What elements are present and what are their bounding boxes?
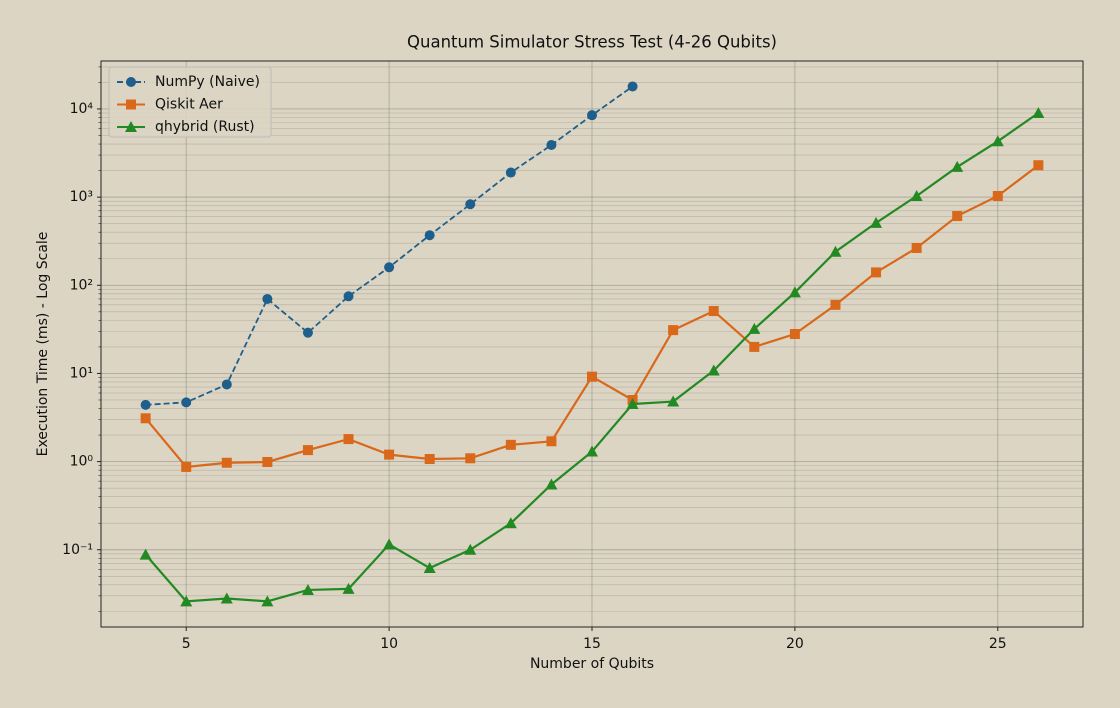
- marker: [384, 449, 395, 460]
- y-axis-label: Execution Time (ms) - Log Scale: [35, 232, 51, 457]
- y-tick-label: 10³: [70, 189, 93, 205]
- marker: [789, 329, 800, 340]
- marker: [505, 439, 516, 450]
- marker: [788, 286, 801, 298]
- marker: [667, 395, 680, 407]
- y-tick-label: 10⁰: [70, 454, 94, 470]
- marker: [952, 211, 963, 222]
- legend-marker: [125, 121, 137, 132]
- marker: [384, 262, 395, 273]
- x-tick-label: 25: [989, 636, 1007, 652]
- marker: [423, 562, 436, 574]
- marker: [261, 595, 274, 607]
- marker: [586, 445, 598, 457]
- y-tick-label: 10⁴: [70, 101, 94, 117]
- marker: [302, 445, 313, 456]
- marker: [221, 457, 232, 468]
- legend-marker: [126, 99, 136, 110]
- marker: [992, 190, 1003, 201]
- marker: [587, 371, 597, 382]
- marker: [424, 230, 435, 241]
- marker: [1033, 160, 1044, 171]
- marker: [343, 434, 354, 445]
- marker: [342, 582, 355, 594]
- marker: [911, 242, 922, 253]
- marker: [626, 398, 639, 410]
- marker: [383, 538, 396, 550]
- plot-frame: [100, 60, 1084, 628]
- y-tick-label: 10²: [70, 277, 93, 293]
- x-tick-label: 20: [786, 636, 804, 652]
- marker: [871, 267, 882, 278]
- marker: [302, 327, 313, 338]
- marker: [505, 167, 516, 178]
- marker: [668, 325, 679, 336]
- marker: [504, 517, 517, 529]
- marker: [465, 453, 476, 464]
- x-tick-label: 5: [182, 636, 191, 652]
- marker: [830, 299, 841, 310]
- marker: [140, 413, 151, 424]
- y-tick-label: 10⁻¹: [62, 542, 93, 558]
- marker: [220, 592, 233, 604]
- x-axis-label: Number of Qubits: [530, 656, 654, 672]
- marker: [181, 397, 192, 408]
- chart-title: Quantum Simulator Stress Test (4-26 Qubi…: [407, 33, 777, 52]
- marker: [1032, 106, 1045, 118]
- legend-marker: [126, 77, 136, 87]
- legend-label: qhybrid (Rust): [155, 119, 255, 135]
- marker: [545, 478, 558, 490]
- marker: [180, 595, 193, 607]
- marker: [546, 436, 557, 447]
- marker: [627, 81, 638, 92]
- legend-label: Qiskit Aer: [155, 97, 223, 113]
- marker: [870, 216, 883, 228]
- marker: [749, 341, 760, 352]
- marker: [464, 543, 477, 555]
- marker: [140, 399, 151, 410]
- marker: [262, 456, 273, 467]
- marker: [181, 461, 192, 472]
- marker: [951, 160, 964, 172]
- legend-label: NumPy (Naive): [155, 74, 260, 90]
- marker: [748, 322, 761, 334]
- marker: [546, 140, 557, 151]
- marker: [910, 189, 923, 201]
- legend-box: [108, 66, 272, 138]
- marker: [465, 199, 476, 210]
- marker: [343, 291, 354, 302]
- marker: [424, 454, 435, 465]
- y-tick-label: 10¹: [70, 365, 93, 381]
- marker: [707, 364, 720, 376]
- marker: [262, 293, 273, 304]
- marker: [221, 379, 232, 390]
- x-tick-label: 15: [583, 636, 601, 652]
- marker: [708, 306, 719, 317]
- marker: [587, 110, 597, 121]
- marker: [829, 245, 842, 257]
- marker: [991, 135, 1004, 147]
- x-tick-label: 10: [380, 636, 398, 652]
- marker: [139, 548, 152, 560]
- marker: [301, 583, 314, 595]
